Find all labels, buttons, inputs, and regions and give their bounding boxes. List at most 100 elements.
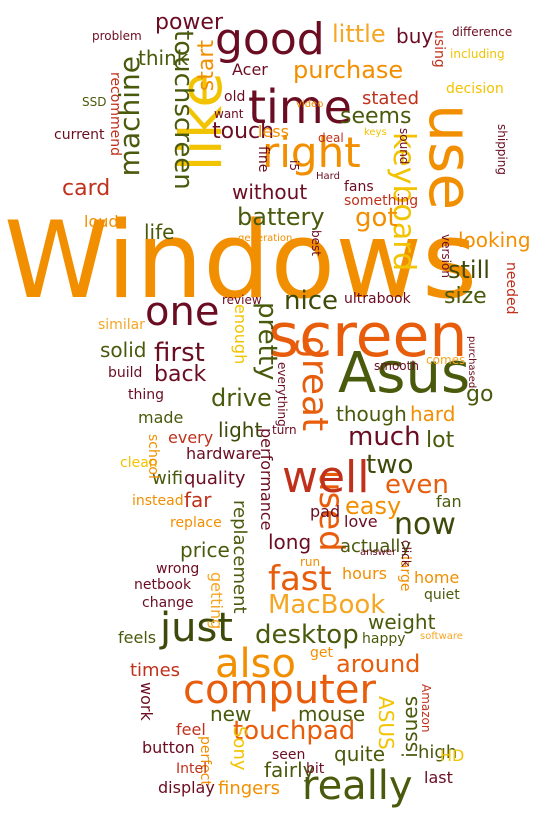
word-turn: turn <box>272 423 297 437</box>
word-little: little <box>332 20 386 48</box>
word-first: first <box>154 338 205 368</box>
word-similar: similar <box>98 317 145 333</box>
word-fast: fast <box>268 559 332 599</box>
word-power: power <box>155 10 223 35</box>
word-right: right <box>262 128 361 177</box>
word-touchscreen: touchscreen <box>168 30 198 190</box>
word-computer: computer <box>183 667 376 713</box>
word-video: video <box>296 99 324 110</box>
word-deal: deal <box>318 131 344 145</box>
word-solid: solid <box>100 338 147 362</box>
word-loud: loud <box>84 212 119 231</box>
word-asus-caps: ASUS <box>374 696 398 750</box>
word-generation: generation <box>238 233 293 244</box>
word-pretty: pretty <box>252 302 282 381</box>
word-without: without <box>232 180 308 204</box>
word-got: got <box>355 203 398 233</box>
word-getting: getting <box>207 572 226 630</box>
word-asus: Asus <box>338 341 471 406</box>
word-touchpad: touchpad <box>233 716 356 746</box>
word-price: price <box>180 538 230 562</box>
word-fairly: fairly <box>264 758 315 782</box>
word-performance: performance <box>257 428 276 531</box>
word-issues: issues <box>398 696 422 758</box>
word-mouse: mouse <box>298 702 366 726</box>
word-high: high <box>418 742 458 763</box>
word-every: every <box>168 428 214 447</box>
word-easy: easy <box>345 492 402 520</box>
word-keys: keys <box>364 127 387 138</box>
word-everything: everything <box>275 362 289 427</box>
word-needed: needed <box>503 262 519 315</box>
word-fans: fans <box>344 179 374 195</box>
word-get: get <box>310 645 333 661</box>
word-new: new <box>210 702 252 726</box>
word-fan: fan <box>436 492 462 511</box>
word-back: back <box>154 362 207 387</box>
word-love: love <box>344 512 378 531</box>
word-start: start <box>194 40 219 92</box>
word-i5: i5 <box>287 160 301 171</box>
word-smooth: smooth <box>374 359 419 373</box>
word-run: run <box>300 555 321 569</box>
word-school: school <box>145 434 161 479</box>
word-change: change <box>142 595 194 611</box>
word-quality: quality <box>184 468 246 489</box>
word-amazon: Amazon <box>419 684 433 733</box>
word-replacement: replacement <box>229 500 250 614</box>
word-happy: happy <box>362 631 406 647</box>
word-acer: Acer <box>232 60 268 79</box>
word-weight: weight <box>368 610 436 634</box>
word-size: size <box>444 284 487 309</box>
word-quiet: quiet <box>424 587 460 603</box>
word-large: large <box>397 556 413 592</box>
word-one: one <box>145 289 220 335</box>
word-purchase: purchase <box>293 56 404 84</box>
word-including: including <box>450 47 505 61</box>
word-bit: bit <box>306 761 325 777</box>
word-looking: looking <box>458 228 531 252</box>
word-best: best <box>309 230 323 256</box>
word-life: life <box>144 220 175 244</box>
word-current: current <box>54 127 105 143</box>
word-enough: enough <box>231 304 250 365</box>
word-recommend: recommend <box>107 72 123 156</box>
word-well: well <box>282 452 370 503</box>
word-netbook: netbook <box>134 577 192 593</box>
word-nice: nice <box>284 286 338 316</box>
word-comes: comes <box>426 353 466 367</box>
word-old: old <box>224 89 246 105</box>
word-build: build <box>108 365 143 381</box>
word-hard: hard <box>410 402 456 426</box>
word-also: also <box>215 641 296 687</box>
word-much: much <box>348 422 421 452</box>
word-screen: screen <box>268 301 468 371</box>
word-intel: Intel <box>176 761 207 777</box>
word-though: though <box>336 402 407 426</box>
word-quite: quite <box>334 742 386 766</box>
word-windows: Windows <box>4 199 478 322</box>
word-feel: feel <box>176 720 206 739</box>
word-replace: replace <box>170 515 222 531</box>
word-sony: Sony <box>229 726 250 771</box>
word-display: display <box>158 778 215 797</box>
word-keyboard: keyboard <box>386 132 421 272</box>
word-click: click <box>399 540 413 567</box>
word-ultrabook: ultrabook <box>344 291 411 307</box>
word-perfect: perfect <box>197 736 213 786</box>
word-far: far <box>184 488 212 512</box>
word-go: go <box>466 382 494 407</box>
word-good: good <box>215 14 325 65</box>
word-less: less <box>258 122 289 141</box>
word-decision: decision <box>446 81 504 97</box>
word-work: work <box>137 682 156 721</box>
word-review: review <box>222 293 262 307</box>
word-hd: HD <box>440 746 465 765</box>
word-macbook: MacBook <box>268 590 386 620</box>
word-around: around <box>336 650 421 678</box>
word-shipping: shipping <box>495 124 509 175</box>
word-button: button <box>142 738 195 757</box>
word-times: times <box>130 660 181 681</box>
word-fingers: fingers <box>218 778 281 799</box>
